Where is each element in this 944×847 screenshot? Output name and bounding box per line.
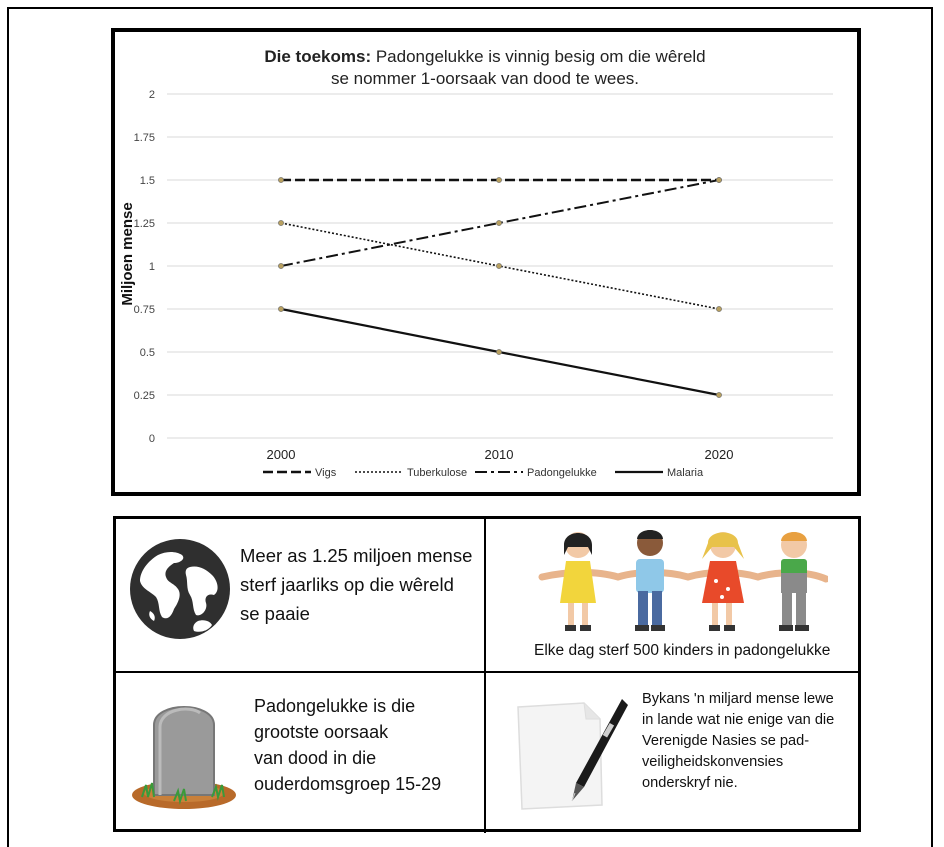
- data-point-tuberkulose: [496, 263, 502, 269]
- fact-cell-children: Elke dag sterf 500 kinders in padongeluk…: [486, 519, 858, 673]
- data-point-malaria: [496, 349, 502, 355]
- y-tick-label: 2: [149, 89, 155, 101]
- children-holding-hands-icon: [538, 530, 828, 631]
- x-tick-label: 2020: [705, 447, 734, 462]
- line-chart: Die toekoms: Padongelukke is vinnig besi…: [111, 28, 861, 496]
- chart-svg: Die toekoms: Padongelukke is vinnig besi…: [119, 47, 833, 479]
- y-tick-label: 1.25: [134, 218, 155, 230]
- chart-title-line2: se nommer 1-oorsaak van dood te wees.: [331, 69, 639, 88]
- chart-title: Die toekoms: Padongelukke is vinnig besi…: [264, 47, 705, 66]
- facts-grid: Meer as 1.25 miljoen mense sterf jaarlik…: [113, 516, 861, 833]
- series-line-padongelukke: [280, 179, 720, 267]
- y-tick-label: 1.75: [134, 132, 155, 144]
- y-tick-label: 1: [149, 261, 155, 273]
- fact-text-pen: Bykans 'n miljard mense lewe in lande wa…: [642, 691, 835, 791]
- fact-text-globe: Meer as 1.25 miljoen mense sterf jaarlik…: [240, 545, 473, 624]
- globe-icon: [130, 539, 230, 639]
- legend-label: Padongelukke: [527, 467, 597, 479]
- tombstone-icon: [132, 706, 236, 809]
- pen-and-paper-icon: [517, 699, 628, 810]
- legend-label: Vigs: [315, 467, 337, 479]
- y-tick-label: 0: [149, 433, 155, 445]
- x-tick-label: 2000: [267, 447, 296, 462]
- data-point-padongelukke: [278, 263, 284, 269]
- fact-cell-globe: Meer as 1.25 miljoen mense sterf jaarlik…: [116, 519, 486, 673]
- data-point-malaria: [716, 392, 722, 398]
- data-point-vigs: [278, 177, 284, 183]
- y-tick-label: 0.75: [134, 304, 155, 316]
- fact-cell-pen: Bykans 'n miljard mense lewe in lande wa…: [486, 673, 858, 833]
- data-point-padongelukke: [496, 220, 502, 226]
- x-tick-label: 2010: [485, 447, 514, 462]
- y-tick-label: 0.5: [140, 347, 155, 359]
- legend-label: Malaria: [667, 467, 704, 479]
- legend-label: Tuberkulose: [407, 467, 467, 479]
- y-tick-label: 0.25: [134, 390, 155, 402]
- fact-cell-grave: Padongelukke is die grootste oorsaak van…: [116, 673, 486, 833]
- data-point-vigs: [496, 177, 502, 183]
- fact-text-children: Elke dag sterf 500 kinders in padongeluk…: [534, 642, 831, 659]
- page-frame: [7, 7, 933, 847]
- y-tick-label: 1.5: [140, 175, 155, 187]
- data-point-tuberkulose: [716, 306, 722, 312]
- y-axis-label: Miljoen mense: [119, 202, 136, 305]
- data-point-malaria: [278, 306, 284, 312]
- fact-text-grave: Padongelukke is die grootste oorsaak van…: [254, 696, 442, 794]
- data-point-padongelukke: [716, 177, 722, 183]
- data-point-tuberkulose: [278, 220, 284, 226]
